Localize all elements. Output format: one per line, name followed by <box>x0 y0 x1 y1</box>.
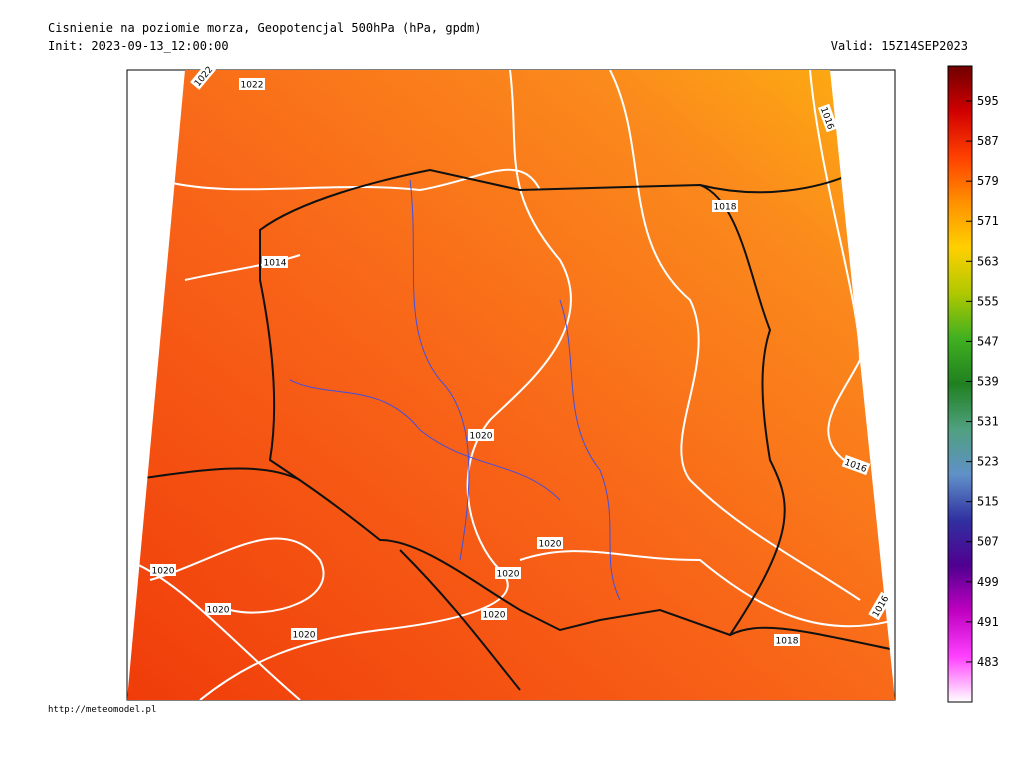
isobar-label-box <box>481 608 507 620</box>
isobar-label-text: 1020 <box>293 631 316 641</box>
source-url: http://meteomodel.pl <box>48 705 156 715</box>
colorbar-tick-label: 555 <box>977 294 999 308</box>
init-time: Init: 2023-09-13_12:00:00 <box>48 39 229 53</box>
isobar-label-box <box>495 567 521 579</box>
isobar-label: 1020 <box>150 564 176 577</box>
isobar-label-text: 1020 <box>497 570 520 580</box>
isobar-label: 1018 <box>774 634 800 647</box>
isobar-label-text: 1020 <box>152 567 175 577</box>
isobar-label: 1020 <box>481 608 507 621</box>
isobar-label-box <box>190 62 216 90</box>
colorbar-tick-label: 515 <box>977 495 999 509</box>
isobar-label: 1018 <box>712 200 738 213</box>
borders <box>129 168 895 691</box>
isobar-label-box <box>262 256 288 268</box>
isobar-label-box <box>468 429 494 441</box>
isobar-label: 1020 <box>537 537 563 550</box>
isobar-label: 1020 <box>495 567 521 580</box>
colorbar-tick-label: 547 <box>977 334 999 348</box>
colorbar-tick-label: 579 <box>977 174 999 188</box>
colorbar-tick-label: 539 <box>977 374 999 388</box>
isobar-label: 1020 <box>468 429 494 442</box>
colorbar-tick-label: 507 <box>977 535 999 549</box>
isobar-label-box <box>868 591 892 621</box>
isobar-label-text: 1020 <box>539 540 562 550</box>
isobar-label: 1020 <box>291 628 317 641</box>
isobar-label-box <box>291 628 317 640</box>
isobar-label-text: 1018 <box>776 637 799 647</box>
isobar-label-box <box>537 537 563 549</box>
colorbar-tick-label: 531 <box>977 415 999 429</box>
isobar-label-box <box>150 564 176 576</box>
colorbar-tick-label: 523 <box>977 455 999 469</box>
colorbar-tick-label: 499 <box>977 575 999 589</box>
colorbar-tick-label: 587 <box>977 134 999 148</box>
isobar-label-text: 1018 <box>714 203 737 213</box>
isobar-label-text: 1022 <box>241 81 264 91</box>
isobar-label-box <box>817 103 839 133</box>
isobar-label-box <box>239 78 265 90</box>
colorbar-tick-label: 595 <box>977 94 999 108</box>
title: Cisnienie na poziomie morza, Geopotencja… <box>48 21 481 35</box>
isobar-label-text: 1020 <box>207 606 230 616</box>
isobar-label-box <box>712 200 738 212</box>
isobar-label-text: 1014 <box>264 259 287 269</box>
map-field <box>127 70 895 700</box>
colorbar <box>947 65 973 703</box>
rivers <box>289 179 621 601</box>
isobar-label: 1020 <box>205 603 231 616</box>
isobar-label-box <box>774 634 800 646</box>
isobar-label-text: 1020 <box>483 611 506 621</box>
colorbar-tick-label: 571 <box>977 214 999 228</box>
isobar-label-box <box>205 603 231 615</box>
colorbar-tick-label: 563 <box>977 254 999 268</box>
isobar-label-box <box>841 454 871 476</box>
isobar-label-text: 1020 <box>470 432 493 442</box>
valid-time: Valid: 15Z14SEP2023 <box>831 39 968 53</box>
colorbar-tick-label: 483 <box>977 655 999 669</box>
isobar-label: 1014 <box>262 256 288 269</box>
colorbar-tick-label: 491 <box>977 615 999 629</box>
isobar-label: 1022 <box>239 78 265 91</box>
